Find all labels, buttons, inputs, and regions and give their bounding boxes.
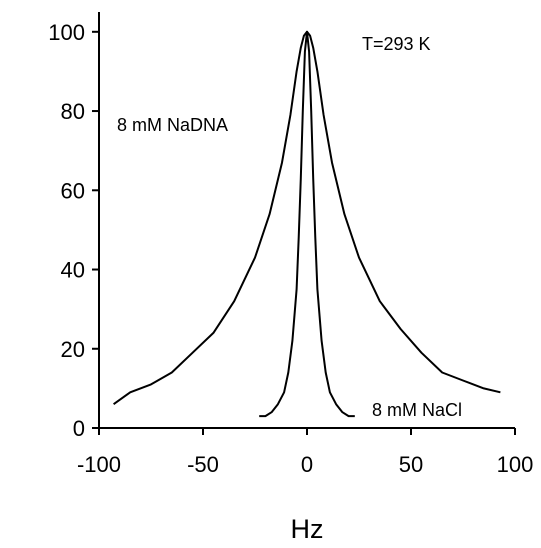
x-tick-label: 100 xyxy=(497,452,534,477)
x-ticks: -100 -50 0 50 100 xyxy=(77,428,533,477)
y-tick-label: 0 xyxy=(73,416,85,441)
y-tick-label: 20 xyxy=(61,337,85,362)
x-tick-label: 0 xyxy=(301,452,313,477)
x-axis-title: Hz xyxy=(291,514,324,544)
nacl-series-line xyxy=(259,30,355,418)
y-ticks: 0 20 40 60 80 100 xyxy=(48,20,99,441)
axes xyxy=(98,12,515,429)
series-group xyxy=(113,30,501,418)
x-tick-label: 50 xyxy=(399,452,423,477)
temperature-annotation: T=293 K xyxy=(362,34,431,54)
y-tick-label: 100 xyxy=(48,20,85,45)
y-tick-label: 80 xyxy=(61,99,85,124)
nacl-series-label: 8 mM NaCl xyxy=(372,400,462,420)
nadna-series-line xyxy=(113,30,501,406)
y-tick-label: 40 xyxy=(61,258,85,283)
x-tick-label: -50 xyxy=(187,452,219,477)
nadna-series-label: 8 mM NaDNA xyxy=(117,115,228,135)
y-tick-label: 60 xyxy=(61,178,85,203)
x-tick-label: -100 xyxy=(77,452,121,477)
